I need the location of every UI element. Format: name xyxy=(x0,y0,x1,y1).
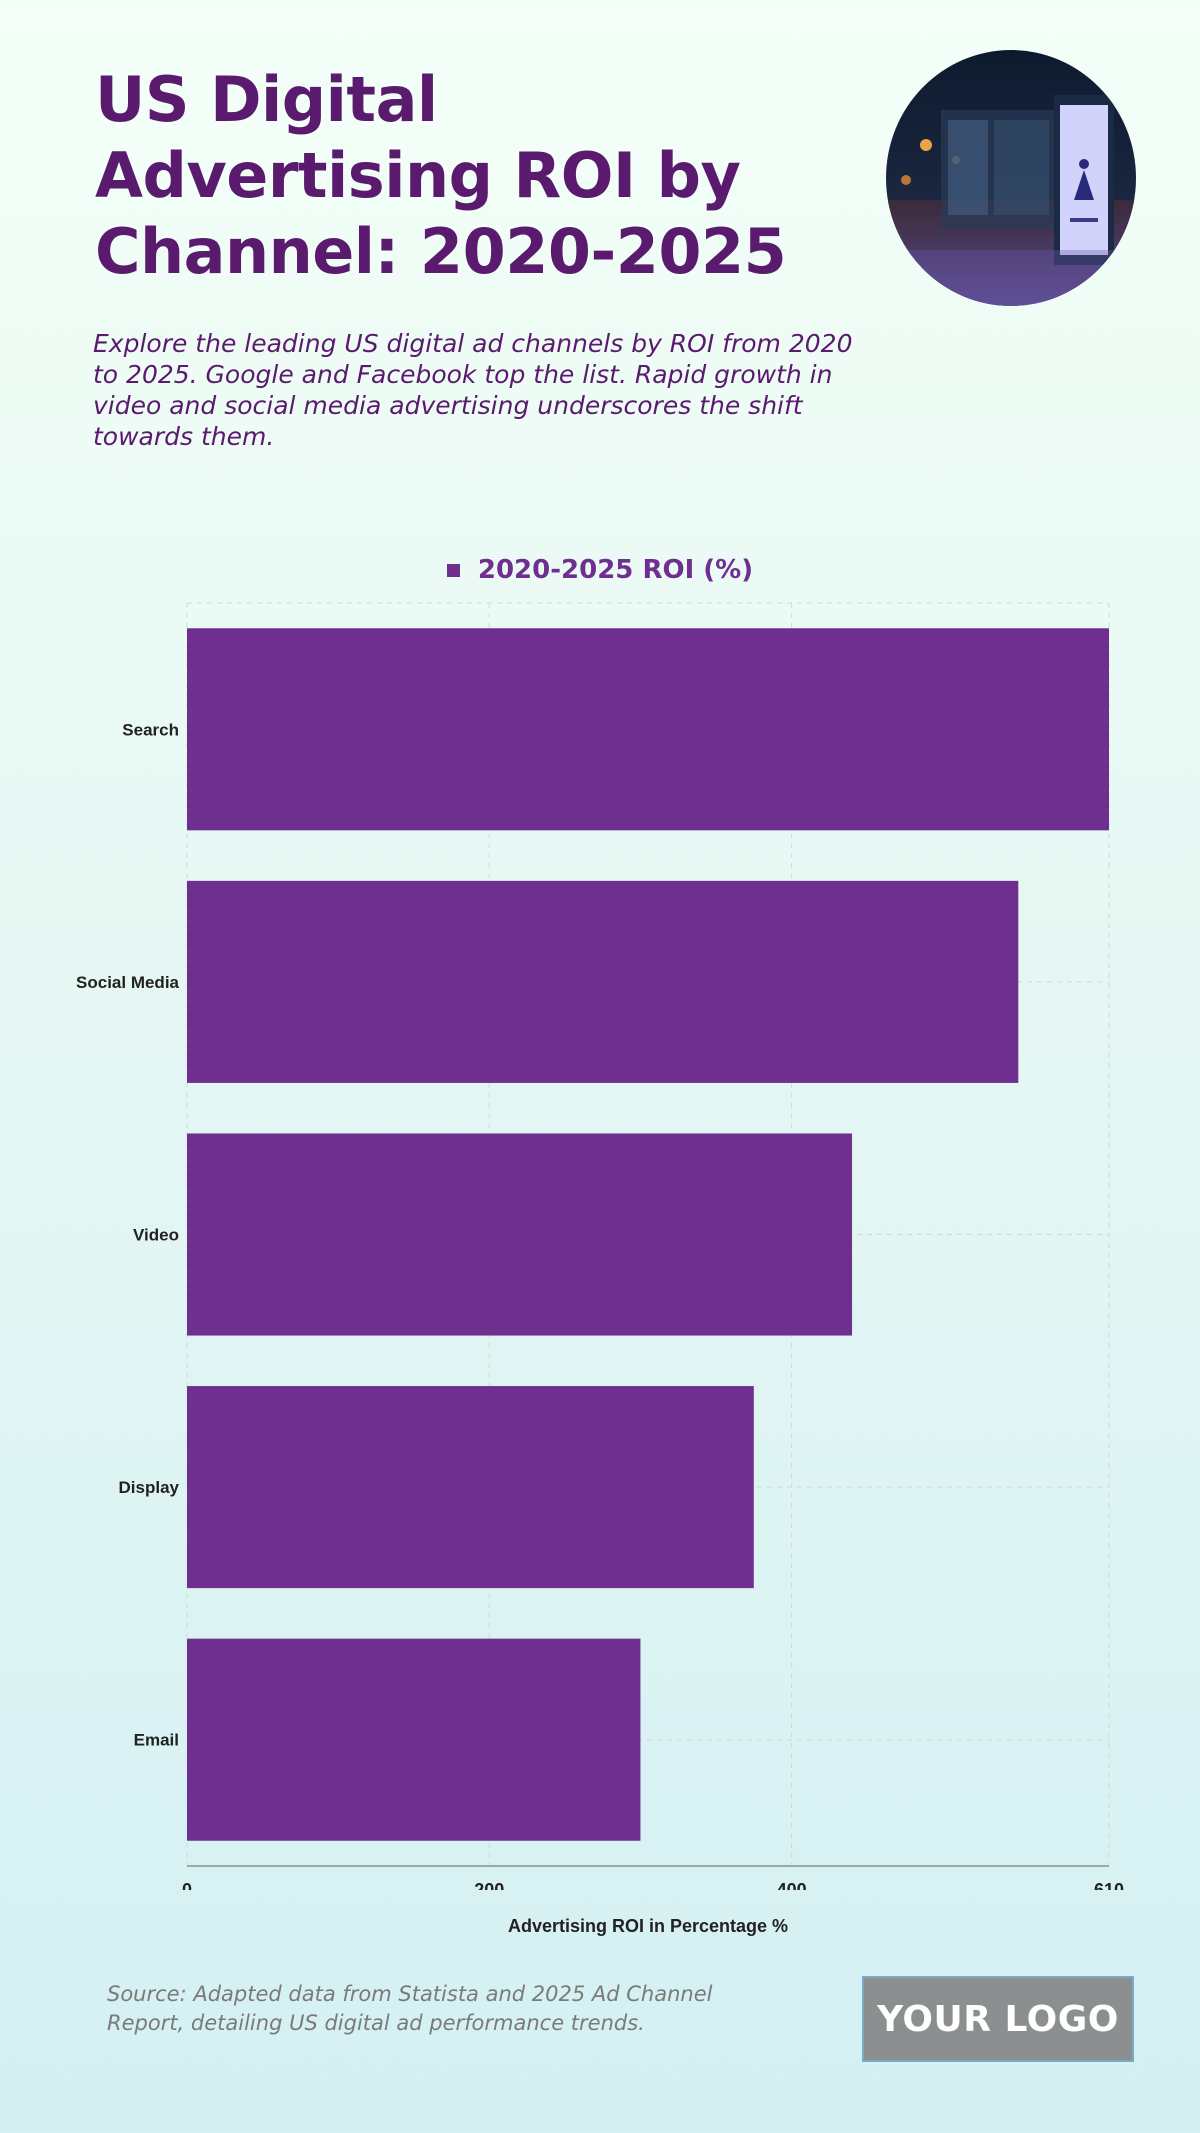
page-subtitle: Explore the leading US digital ad channe… xyxy=(93,329,853,451)
bus-stop-photo xyxy=(886,50,1136,306)
y-tick-label: Search xyxy=(122,720,179,739)
x-axis-label: Advertising ROI in Percentage % xyxy=(507,1916,789,1936)
page-title: US Digital Advertising ROI by Channel: 2… xyxy=(95,63,787,288)
x-tick-label: 0 xyxy=(182,1880,192,1890)
y-tick-label: Display xyxy=(119,1478,180,1497)
chart-legend: 2020-2025 ROI (%) xyxy=(0,550,1200,590)
bar-email xyxy=(187,1638,641,1841)
y-tick-label: Video xyxy=(133,1226,179,1245)
y-tick-label: Social Media xyxy=(76,973,180,992)
bar-chart: Search Social Media Video Display Email 0 200 4… xyxy=(76,602,1124,1890)
legend-label: 2020-2025 ROI (%) xyxy=(477,555,754,585)
bar-search xyxy=(187,628,1109,831)
x-tick-label: 200 xyxy=(474,1880,504,1890)
bar-social-media xyxy=(187,880,1019,1083)
logo-placeholder: YOUR LOGO xyxy=(862,1976,1134,2062)
x-tick-label: 400 xyxy=(777,1880,807,1890)
legend-swatch xyxy=(446,563,460,577)
x-tick-label: 610 xyxy=(1094,1880,1124,1890)
bar-video xyxy=(187,1133,853,1336)
bar-display xyxy=(187,1386,754,1589)
source-note: Source: Adapted data from Statista and 2… xyxy=(107,1982,713,2035)
y-tick-label: Email xyxy=(134,1731,179,1750)
